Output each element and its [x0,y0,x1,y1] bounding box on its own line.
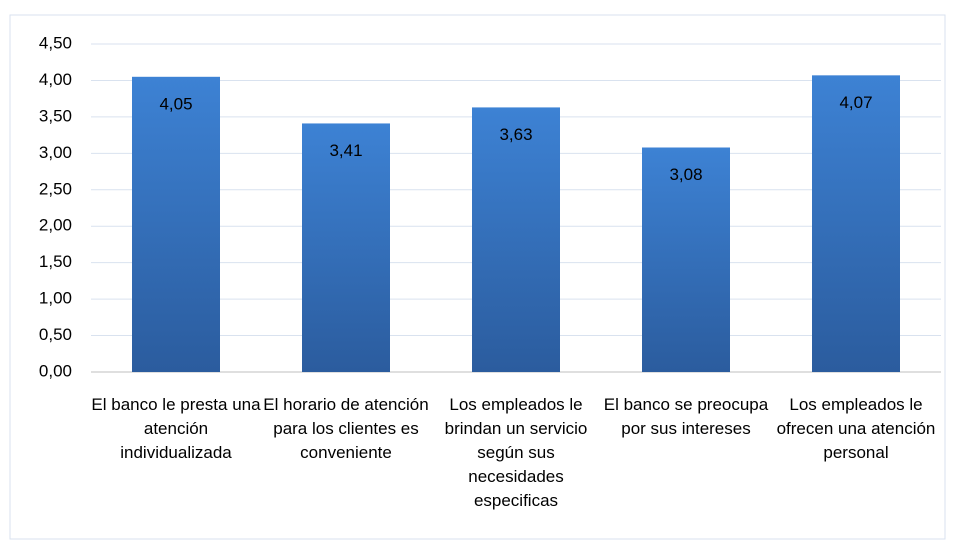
data-label: 4,05 [159,94,192,113]
y-tick-label: 2,00 [39,216,72,235]
y-tick-label: 3,00 [39,143,72,162]
y-tick-label: 2,50 [39,179,72,198]
y-tick-label: 4,00 [39,70,72,89]
x-tick-label: El horario de atención para los clientes… [263,395,429,462]
y-tick-label: 0,50 [39,325,72,344]
data-label: 3,08 [669,165,702,184]
bar [642,147,730,372]
data-label: 4,07 [839,93,872,112]
bar [812,75,900,372]
y-tick-label: 1,50 [39,252,72,271]
data-label: 3,41 [329,141,362,160]
bar [132,76,220,373]
x-tick-label: Los empleados le ofrecen una atención pe… [776,395,936,462]
bar [302,123,390,373]
y-tick-label: 4,50 [39,33,72,52]
y-tick-label: 3,50 [39,106,72,125]
x-tick-label: El banco le presta una atención individu… [91,395,261,462]
bar [472,107,560,372]
x-tick-label: Los empleados le brindan un servicio seg… [444,395,588,510]
y-tick-label: 1,00 [39,289,72,308]
x-tick-label: El banco se preocupa por sus intereses [603,395,769,438]
data-label: 3,63 [499,125,532,144]
y-tick-label: 0,00 [39,361,72,380]
